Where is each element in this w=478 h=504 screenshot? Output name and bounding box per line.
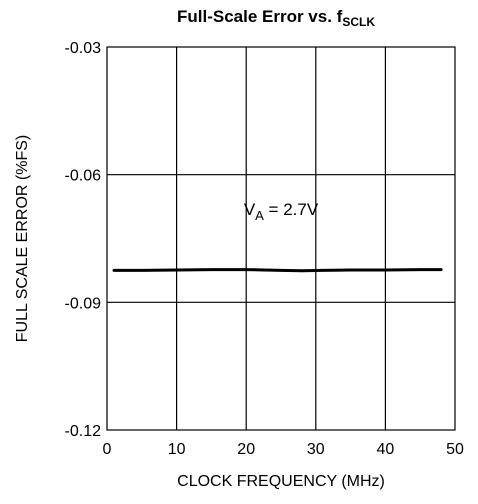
x-tick-label: 30	[307, 441, 325, 458]
series-layer	[112, 268, 443, 273]
y-axis-title: FULL SCALE ERROR (%FS)	[14, 135, 31, 342]
y-tick-label: -0.09	[65, 295, 102, 312]
grid-lines	[107, 47, 455, 430]
chart-title: Full-Scale Error vs. fSCLK	[177, 7, 375, 29]
series-annotation: VA = 2.7V	[244, 200, 319, 223]
y-tick-label: -0.06	[65, 168, 102, 185]
x-tick-label: 20	[237, 441, 255, 458]
plot-frame	[106, 46, 456, 431]
series-line	[112, 268, 443, 273]
y-tick-label: -0.12	[65, 423, 102, 440]
x-tick-label: 0	[103, 441, 112, 458]
x-tick-label: 50	[446, 441, 464, 458]
y-axis-ticks: -0.03 -0.06 -0.09 -0.12	[65, 40, 102, 440]
x-axis-ticks: 0 10 20 30 40 50	[103, 441, 464, 458]
x-tick-label: 10	[168, 441, 186, 458]
x-axis-title: CLOCK FREQUENCY (MHz)	[177, 473, 385, 490]
y-tick-label: -0.03	[65, 40, 102, 57]
x-tick-label: 40	[377, 441, 395, 458]
